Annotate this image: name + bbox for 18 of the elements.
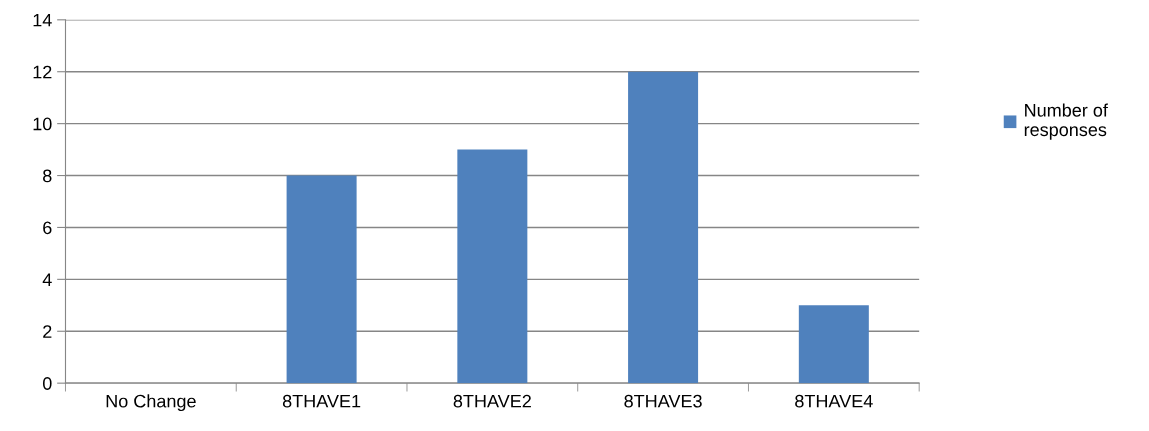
legend-label: Number of responses [1024, 103, 1108, 140]
y-tick-label: 14 [33, 13, 52, 27]
y-tick-label: 8 [43, 169, 52, 183]
y-tick-label: 0 [42, 377, 52, 390]
bar [798, 305, 869, 384]
x-tick-label: 8THAVE4 [795, 394, 873, 408]
bar [286, 175, 357, 384]
x-tick-label: 8THAVE2 [453, 394, 531, 408]
y-tick-label: 12 [33, 65, 52, 79]
y-tick-label: 6 [43, 221, 52, 235]
bar [628, 71, 699, 384]
y-tick-label: 2 [43, 325, 52, 338]
y-tick-label: 4 [42, 273, 52, 286]
y-tick-label: 10 [33, 117, 52, 131]
bar [457, 149, 528, 384]
x-tick-label: No Change [106, 394, 196, 412]
x-tick-label: 8THAVE3 [624, 394, 702, 408]
x-tick-label: 8THAVE1 [282, 394, 361, 408]
